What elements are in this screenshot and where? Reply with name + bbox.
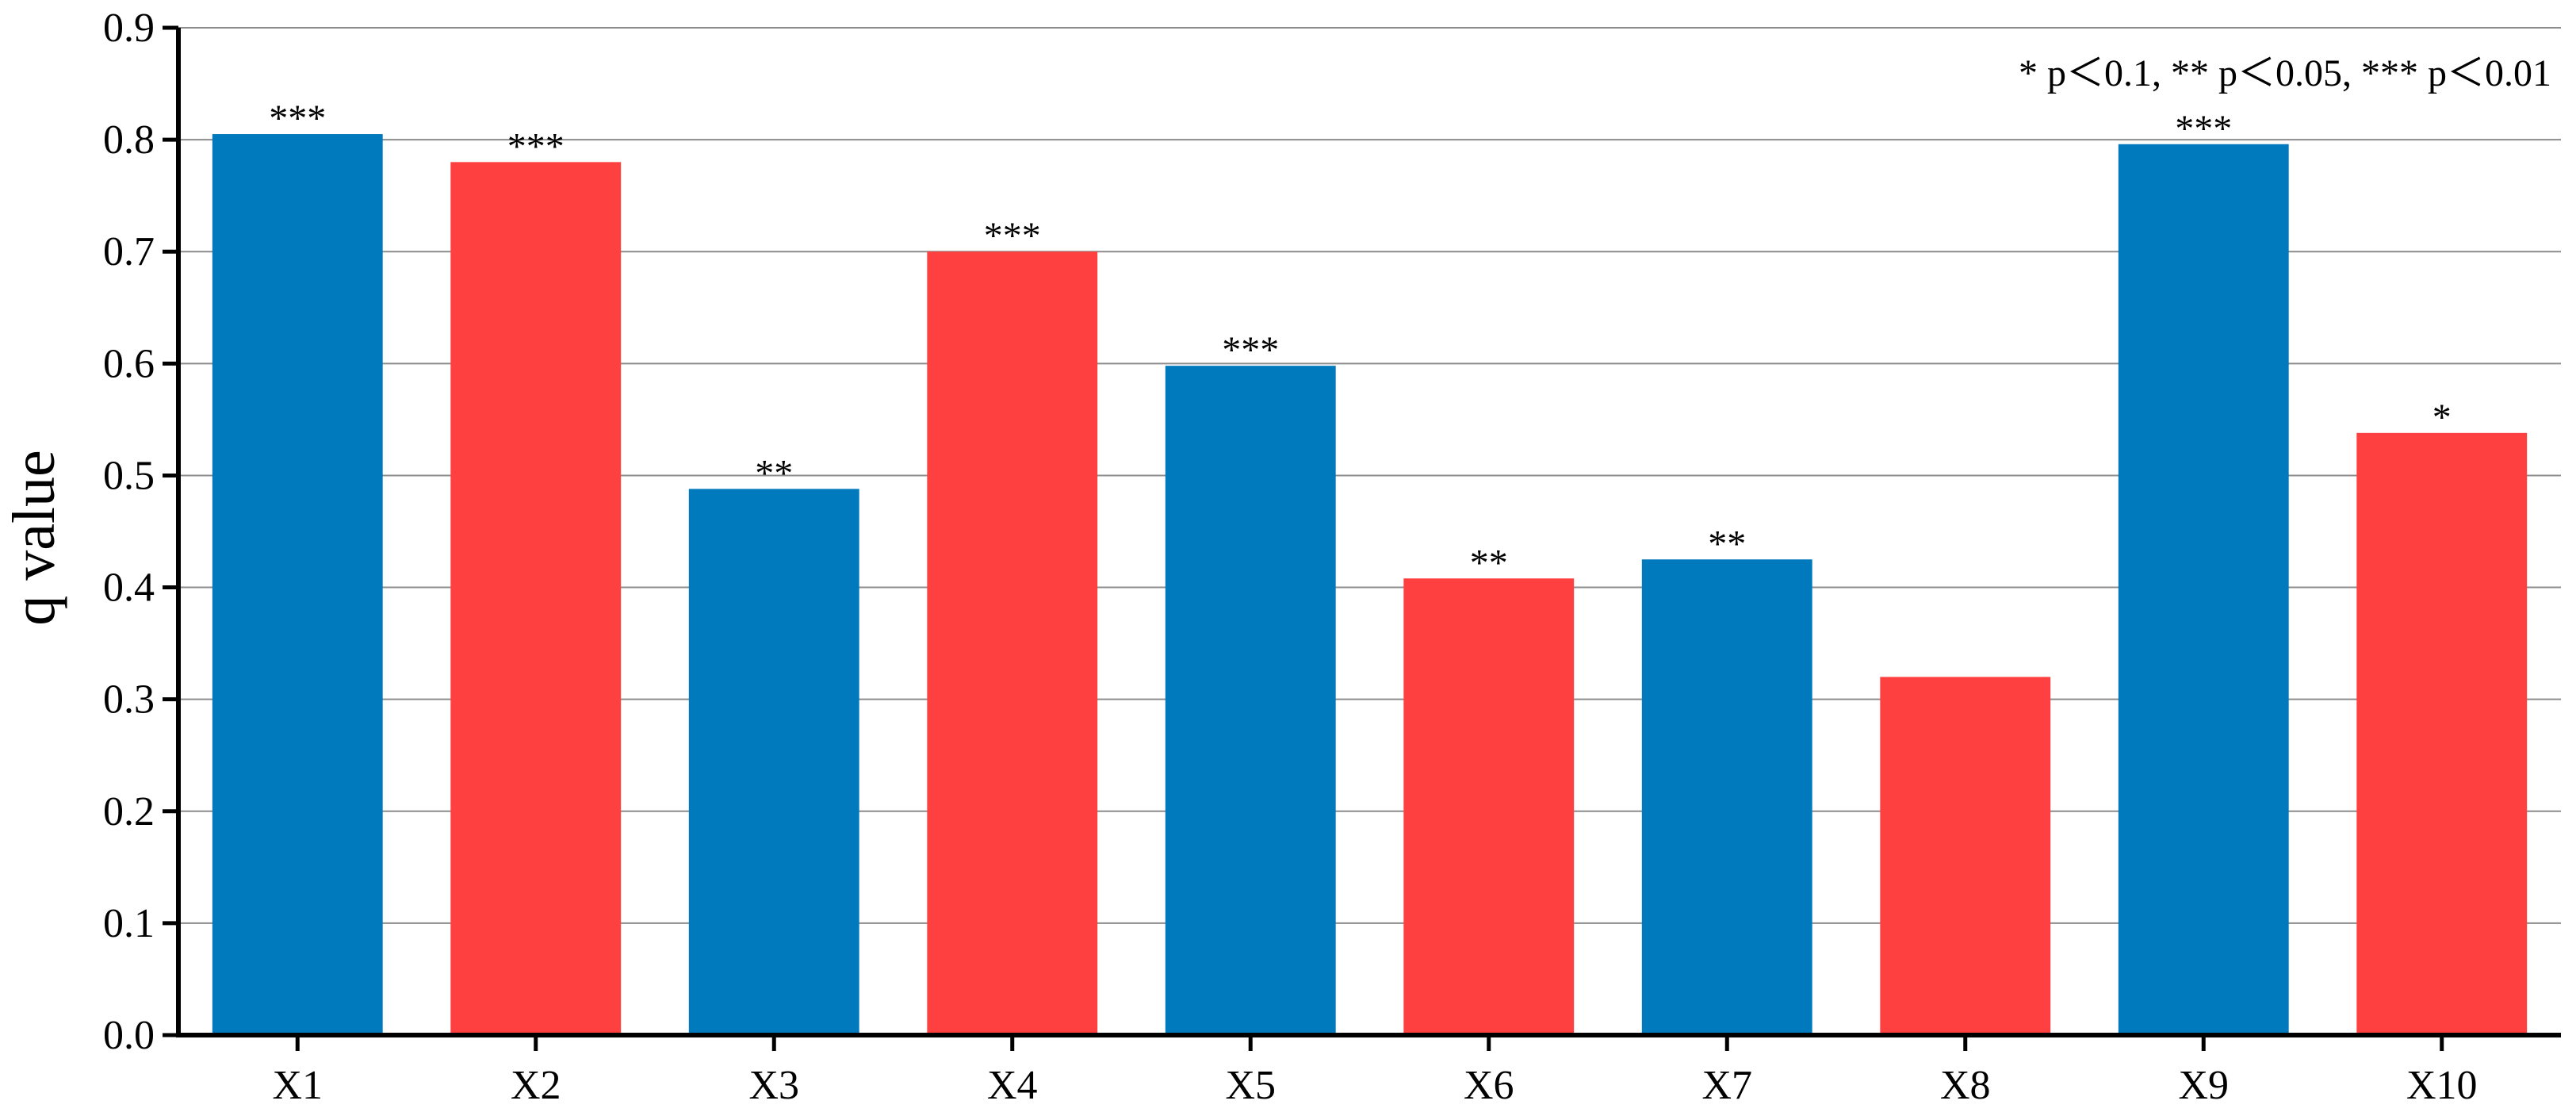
significance-marker: *** — [269, 98, 326, 140]
bar-x9 — [2118, 144, 2289, 1035]
bar-x5 — [1165, 366, 1336, 1036]
x-tick-label: X1 — [272, 1063, 323, 1108]
significance-marker: ** — [755, 452, 793, 494]
x-tick-label: X9 — [2178, 1063, 2229, 1108]
bar-x2 — [450, 162, 622, 1035]
bar-x7 — [1641, 559, 1812, 1035]
significance-legend: * p＜0.1, ** p＜0.05, *** p＜0.01 — [2019, 52, 2551, 94]
y-tick-label: 0.3 — [103, 677, 155, 723]
significance-labels: **************** ****** — [269, 98, 2452, 584]
bar-x3 — [688, 489, 859, 1035]
y-tick-label: 0.5 — [103, 453, 155, 498]
significance-marker: ** — [1470, 542, 1508, 584]
x-tick-label: X10 — [2406, 1063, 2478, 1108]
x-tick-label: X8 — [1940, 1063, 1991, 1108]
y-axis-label: q value — [1, 450, 67, 626]
bar-x1 — [212, 134, 383, 1036]
x-tick-label: X3 — [748, 1063, 799, 1108]
y-tick-label: 0.2 — [103, 789, 155, 834]
axes — [163, 25, 2561, 1051]
x-tick-label: X6 — [1464, 1063, 1514, 1108]
y-tick-label: 0.6 — [103, 341, 155, 386]
significance-marker: *** — [2175, 108, 2232, 150]
bars — [212, 134, 2528, 1036]
y-tick-label: 0.4 — [103, 566, 155, 611]
y-tick-labels: 0.0 0.1 0.2 0.3 0.4 0.5 0.6 0.7 0.8 0.9 — [103, 6, 155, 1058]
significance-marker: ** — [1708, 523, 1746, 565]
x-tick-label: X5 — [1225, 1063, 1276, 1108]
x-tick-label: X2 — [511, 1063, 561, 1108]
bar-x10 — [2356, 432, 2528, 1035]
bar-x4 — [927, 251, 1098, 1035]
x-tick-labels: X1 X2 X3 X4 X5 X6 X7 X8 X9 X10 — [272, 1063, 2477, 1108]
y-tick-label: 0.0 — [103, 1013, 155, 1058]
bar-x8 — [1880, 677, 2051, 1035]
x-tick-label: X4 — [987, 1063, 1038, 1108]
y-tick-label: 0.1 — [103, 901, 155, 946]
y-tick-label: 0.9 — [103, 6, 155, 51]
y-tick-label: 0.8 — [103, 117, 155, 163]
significance-marker: * — [2432, 397, 2452, 439]
x-tick-label: X7 — [1701, 1063, 1752, 1108]
significance-marker: *** — [1222, 329, 1279, 371]
significance-marker: *** — [984, 215, 1041, 257]
y-tick-label: 0.7 — [103, 229, 155, 274]
significance-marker: *** — [507, 125, 565, 167]
bar-x6 — [1403, 578, 1575, 1035]
